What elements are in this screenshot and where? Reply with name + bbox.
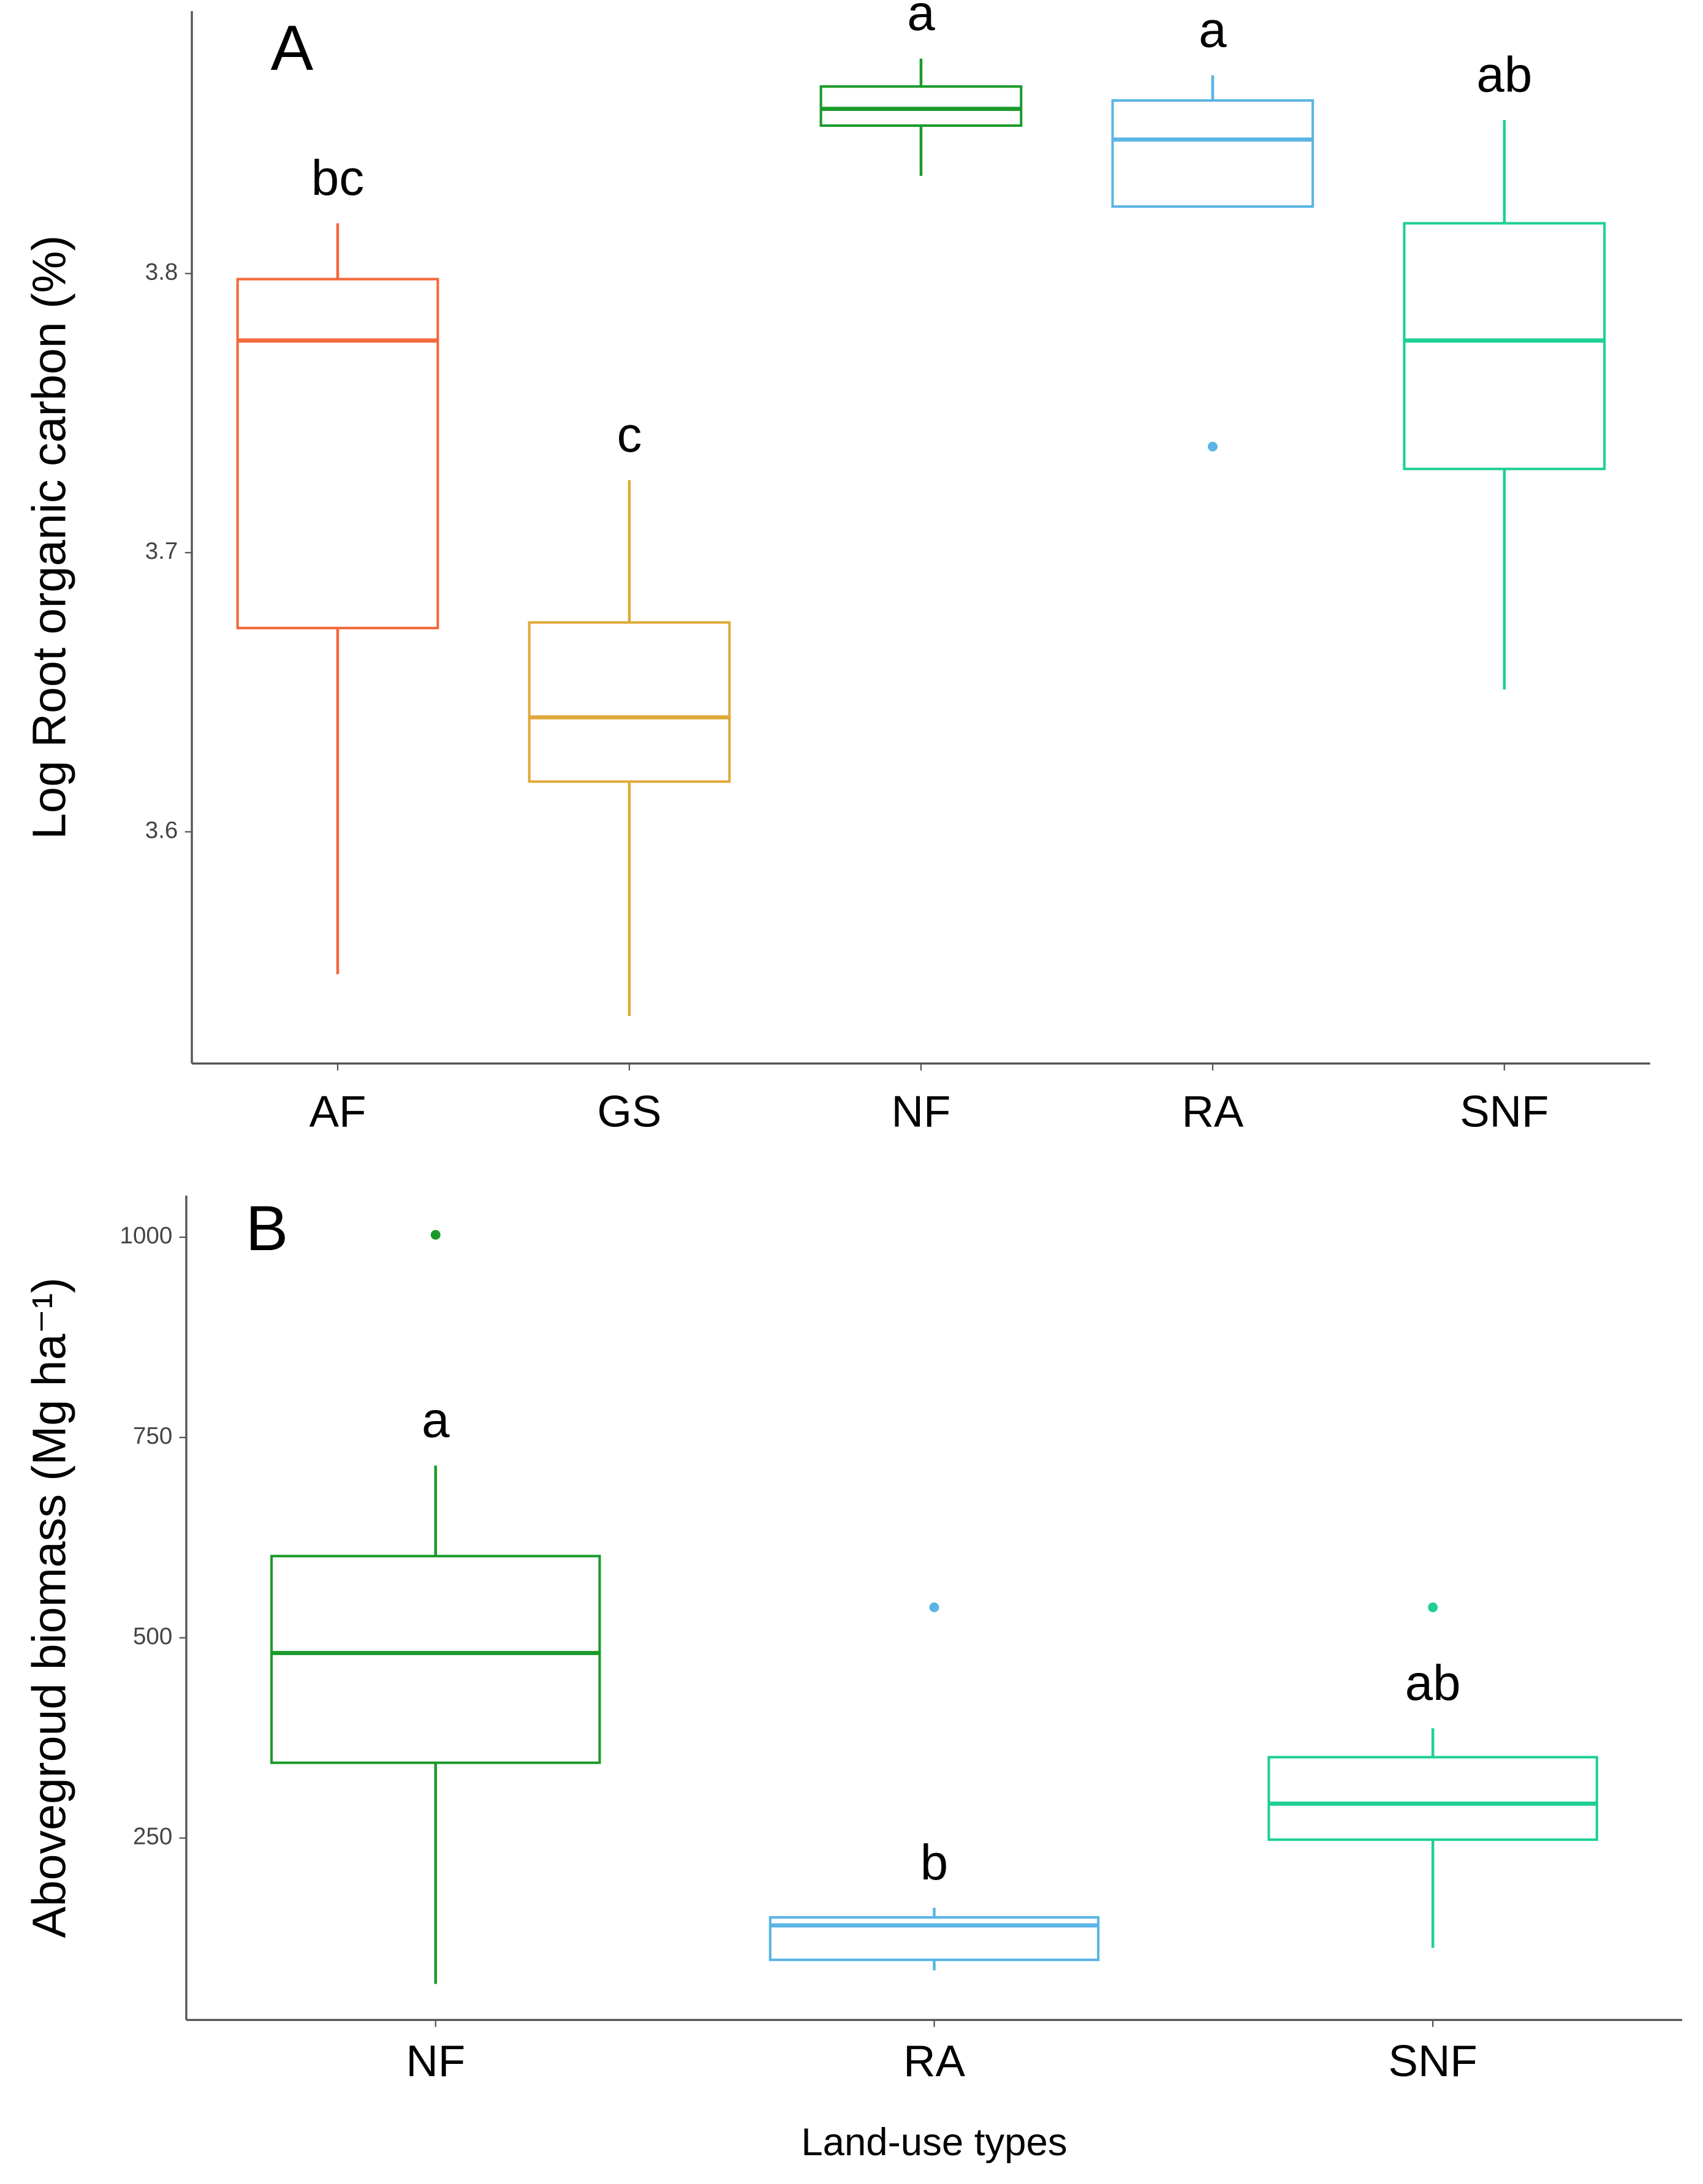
annotation: ab <box>1476 47 1532 102</box>
y-tick-label: 1000 <box>120 1223 173 1249</box>
panel-label: A <box>271 13 314 84</box>
y-tick-label: 3.7 <box>145 538 178 564</box>
annotation: b <box>920 1835 948 1890</box>
box <box>819 85 1023 127</box>
annotation: c <box>617 407 642 463</box>
x-axis-label: Land-use types <box>801 2121 1067 2164</box>
annotation: a <box>907 0 935 41</box>
annotation: a <box>1199 2 1227 58</box>
annotation: bc <box>311 150 364 206</box>
annotation: a <box>422 1392 450 1448</box>
outlier <box>1207 441 1218 452</box>
y-tick-label: 250 <box>133 1824 172 1850</box>
x-tick-label: NF <box>406 2036 465 2086</box>
box <box>270 1555 601 1764</box>
x-tick-label: GS <box>597 1087 662 1137</box>
x-tick-label: SNF <box>1389 2036 1477 2086</box>
y-axis-label: Abovegroud biomass (Mg ha⁻¹) <box>23 1278 76 1938</box>
y-tick-label: 3.6 <box>145 817 178 844</box>
y-tick-label: 500 <box>133 1623 172 1650</box>
outlier <box>1428 1602 1438 1612</box>
y-tick-label: 750 <box>133 1423 172 1449</box>
x-tick-label: RA <box>903 2036 965 2086</box>
x-tick-label: AF <box>309 1087 366 1137</box>
panel-label: B <box>246 1193 289 1264</box>
box <box>1111 99 1314 208</box>
box <box>1267 1756 1598 1841</box>
x-tick-label: RA <box>1181 1087 1243 1137</box>
annotation: ab <box>1405 1655 1461 1711</box>
x-tick-label: NF <box>892 1087 951 1137</box>
y-axis-label: Log Root organic carbon (%) <box>23 235 76 840</box>
outlier <box>430 1230 441 1240</box>
x-tick-label: SNF <box>1460 1087 1549 1137</box>
outlier <box>929 1602 939 1612</box>
y-tick-label: 3.8 <box>145 259 178 286</box>
box <box>528 621 731 783</box>
box <box>1403 222 1606 471</box>
box <box>236 278 439 629</box>
